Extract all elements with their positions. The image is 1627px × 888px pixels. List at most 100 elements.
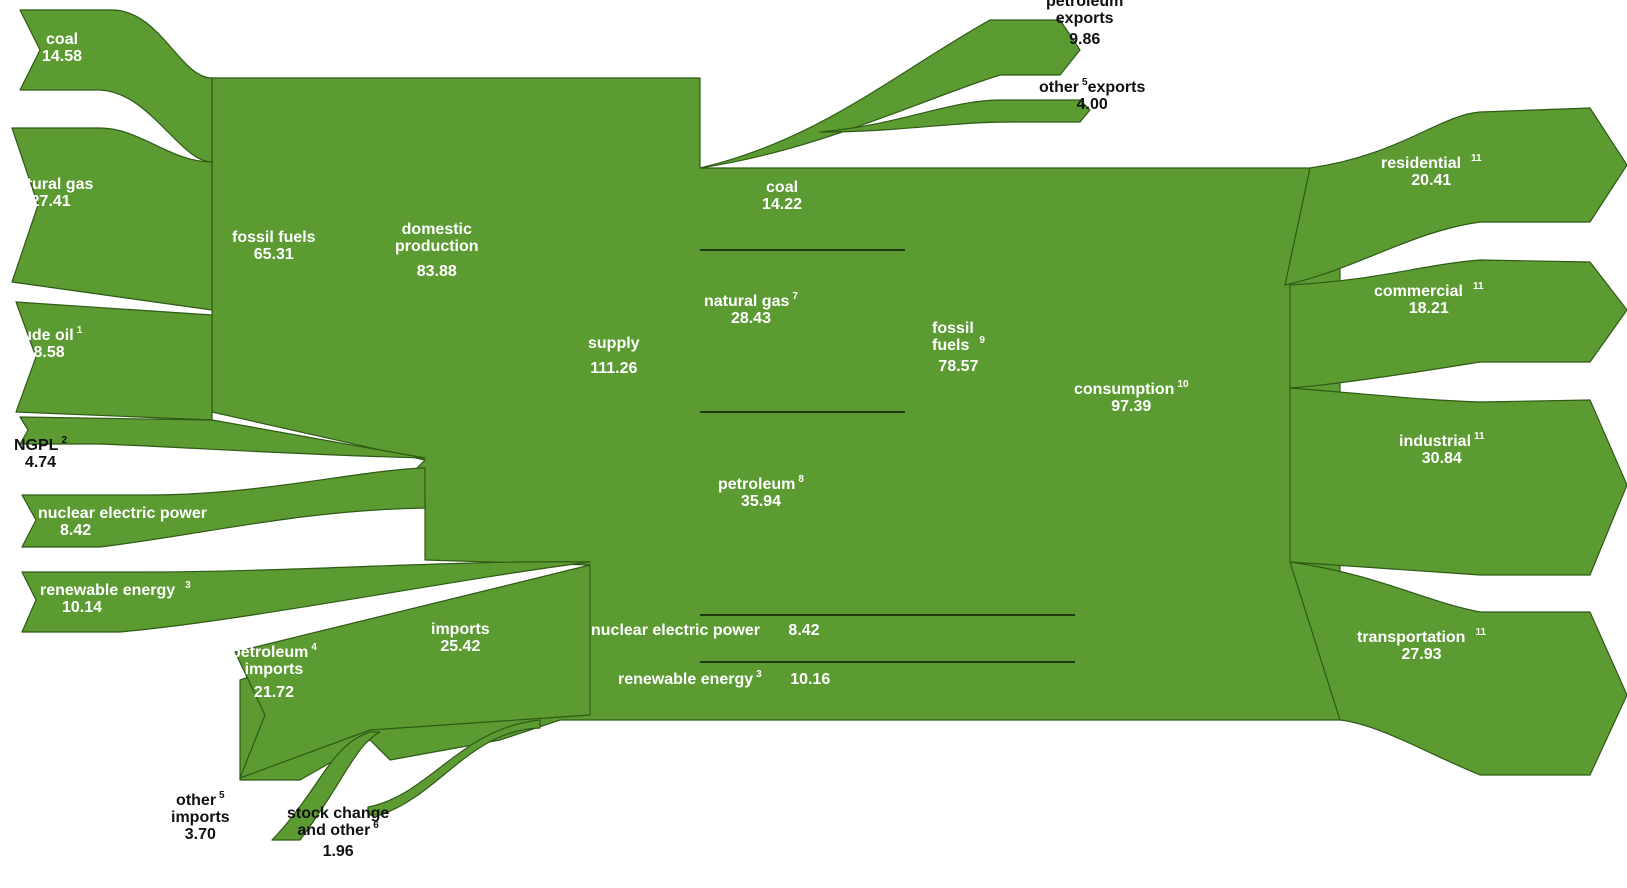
renewable-source-note: 3 xyxy=(185,580,191,591)
crude-oil-input-flow xyxy=(15,301,213,421)
coal-supply-name: coal xyxy=(766,179,799,196)
coal-supply-label: coal 14.22 xyxy=(762,179,802,213)
exports-label: exports 13.86 xyxy=(735,89,793,123)
commercial-label: commercial 11 18.21 xyxy=(1374,281,1484,318)
petroleum-supply-name: petroleum xyxy=(718,476,796,493)
natural-gas-supply-label: natural gas 7 28.43 xyxy=(704,291,798,328)
residential-output-flow xyxy=(1284,107,1627,286)
nuclear-consumption-value: 8.42 xyxy=(788,622,820,639)
domestic-production-name-2: production xyxy=(395,238,479,255)
consumption-value: 97.39 xyxy=(1111,398,1152,415)
transportation-name: transportation xyxy=(1357,629,1466,646)
exports-name: exports xyxy=(735,89,793,106)
transportation-value: 27.93 xyxy=(1401,646,1442,663)
coal-source-value: 14.58 xyxy=(42,48,83,65)
fossil-fuels-consumption-note: 9 xyxy=(979,335,985,346)
coal-source-name: coal xyxy=(46,31,79,48)
imports-value: 25.42 xyxy=(440,638,481,655)
nuclear-source-label: nuclear electric power 8.42 xyxy=(38,505,207,539)
other-exports-name-2: exports xyxy=(1087,79,1146,96)
nuclear-consumption-name: nuclear electric power xyxy=(591,622,760,639)
nuclear-input-flow xyxy=(21,467,426,548)
natural-gas-supply-name: natural gas xyxy=(704,293,790,310)
petroleum-imports-note: 4 xyxy=(311,642,317,653)
other-imports-name-2: imports xyxy=(171,809,230,826)
renewable-source-value: 10.14 xyxy=(62,599,103,616)
crude-oil-note: 1 xyxy=(76,325,83,336)
petroleum-imports-name-2: imports xyxy=(244,661,304,678)
renewable-source-label: renewable energy 3 10.14 xyxy=(40,580,191,617)
petroleum-exports-flow xyxy=(699,19,1081,169)
supply-name: supply xyxy=(588,335,640,352)
stock-change-label: stock change and other 6 1.96 xyxy=(287,805,389,860)
fossil-fuels-consumption-value: 78.57 xyxy=(938,358,979,375)
renewable-consumption-name: renewable energy xyxy=(618,671,754,688)
renewable-source-name: renewable energy xyxy=(40,582,176,599)
ngpl-source-value: 4.74 xyxy=(24,454,57,471)
other-exports-value: 4.00 xyxy=(1076,96,1108,113)
other-imports-label: other 5 imports 3.70 xyxy=(171,790,230,844)
nuclear-source-value: 8.42 xyxy=(60,522,92,539)
transportation-label: transportation 11 27.93 xyxy=(1357,627,1487,664)
stock-change-note: 6 xyxy=(373,820,379,831)
commercial-note: 11 xyxy=(1472,281,1484,292)
residential-value: 20.41 xyxy=(1411,172,1452,189)
crude-oil-source-label: crude oil 1 18.58 xyxy=(7,325,83,362)
other-exports-name-1: other xyxy=(1039,79,1079,96)
petroleum-supply-label: petroleum 8 35.94 xyxy=(718,474,804,511)
industrial-value: 30.84 xyxy=(1421,450,1462,467)
fossil-fuels-consumption-name-2: fuels xyxy=(932,337,970,354)
stock-change-name-1: stock change xyxy=(287,805,390,822)
other-imports-flow xyxy=(271,731,381,841)
stock-change-flow xyxy=(367,719,541,816)
natural-gas-supply-value: 28.43 xyxy=(730,310,771,327)
petroleum-supply-value: 35.94 xyxy=(740,493,781,510)
fossil-fuels-production-value: 65.31 xyxy=(253,246,294,263)
other-imports-value: 3.70 xyxy=(184,826,216,843)
renewable-consumption-value: 10.16 xyxy=(790,671,831,688)
residential-label: residential 11 20.41 xyxy=(1381,153,1482,190)
natural-gas-supply-note: 7 xyxy=(792,291,798,302)
other-imports-name-1: other xyxy=(176,792,217,809)
renewable-input-flow xyxy=(21,561,591,633)
exports-value: 13.86 xyxy=(743,106,784,123)
petroleum-imports-name-1: petroleum xyxy=(231,644,309,661)
natural-gas-source-value: 27.41 xyxy=(30,193,71,210)
commercial-value: 18.21 xyxy=(1408,300,1449,317)
renewable-consumption-label: renewable energy 3 10.16 xyxy=(618,669,831,689)
renewable-consumption-note: 3 xyxy=(756,669,762,680)
supply-label: supply 111.26 xyxy=(588,335,640,377)
petroleum-imports-flow xyxy=(234,564,591,779)
coal-source-label: coal 14.58 xyxy=(42,31,82,65)
ngpl-source-label: NGPL 2 4.74 xyxy=(14,436,67,472)
residential-name: residential xyxy=(1381,155,1462,172)
consumption-note: 10 xyxy=(1177,379,1189,390)
industrial-name: industrial xyxy=(1399,433,1472,450)
natural-gas-source-name: natural gas xyxy=(8,176,94,193)
industrial-label: industrial 11 30.84 xyxy=(1399,432,1485,468)
petroleum-exports-name-1: petroleum xyxy=(1046,0,1124,10)
natural-gas-source-label: natural gas 27.41 xyxy=(8,176,93,210)
transportation-note: 11 xyxy=(1475,627,1487,638)
domestic-production-label: domestic production 83.88 xyxy=(395,221,479,280)
fossil-fuels-consumption-label: fossil fuels 9 78.57 xyxy=(932,320,985,375)
nuclear-consumption-label: nuclear electric power 8.42 xyxy=(591,622,820,639)
residential-note: 11 xyxy=(1471,153,1482,164)
crude-oil-source-value: 18.58 xyxy=(24,344,65,361)
crude-oil-source-name: crude oil xyxy=(7,327,74,344)
other-exports-label: other 5exports 4.00 xyxy=(1039,78,1146,114)
other-imports-note: 5 xyxy=(219,790,225,801)
ngpl-input-flow xyxy=(19,416,426,459)
stock-change-name-2: and other xyxy=(297,822,371,839)
ngpl-source-name: NGPL xyxy=(14,437,59,454)
nuclear-source-name: nuclear electric power xyxy=(38,505,207,522)
fossil-fuels-production-label: fossil fuels 65.31 xyxy=(232,229,316,263)
fossil-fuels-consumption-name-1: fossil xyxy=(932,320,974,337)
commercial-name: commercial xyxy=(1374,283,1463,300)
coal-supply-value: 14.22 xyxy=(762,196,803,213)
petroleum-imports-value: 21.72 xyxy=(253,684,294,701)
petroleum-supply-note: 8 xyxy=(798,474,804,485)
consumption-name: consumption xyxy=(1074,381,1175,398)
